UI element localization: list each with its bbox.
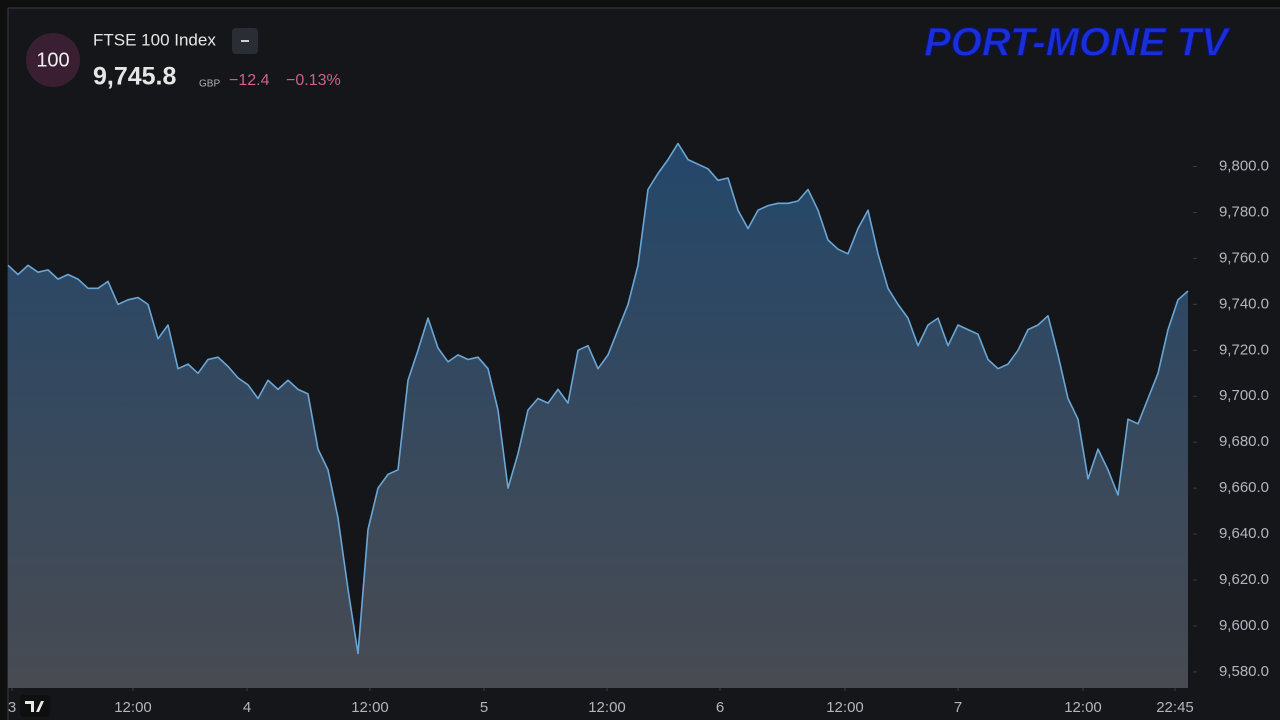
y-tick-label: 9,580.0 [1219,663,1269,680]
x-tick-label: 12:00 [114,699,152,716]
x-tick-label: 3 [8,699,16,716]
y-tick-label: 9,760.0 [1219,249,1269,266]
y-tick-label: 9,740.0 [1219,295,1269,312]
y-tick-label: 9,720.0 [1219,341,1269,358]
tradingview-mark [25,701,44,712]
y-tick-label: 9,620.0 [1219,571,1269,588]
x-tick-label: 22:45 [1156,699,1194,716]
x-tick-label: 6 [716,699,724,716]
symbol-badge [26,33,80,87]
plot: 9,580.0 9,600.0 9,620.0 9,640.0 9,660.0 9,680… [7,142,1269,716]
x-tick-label: 12:00 [588,699,626,716]
x-tick-label: 7 [954,699,962,716]
y-tick-label: 9,660.0 [1219,479,1269,496]
x-tick-label: 12:00 [826,699,864,716]
last-price: 9,745.8 [93,63,177,91]
price-change: −12.4 [229,72,270,89]
x-tick-label: 5 [480,699,488,716]
badge-text: 100 [36,49,69,71]
tradingview-logo [20,695,50,717]
watermark-logo: PORT-MONE TV [924,21,1231,65]
price-change-pct: −0.13% [286,72,341,89]
area-fill [8,143,1188,688]
currency: GBP [199,79,220,90]
y-tick-label: 9,640.0 [1219,525,1269,542]
symbol-name: FTSE 100 Index [93,30,216,49]
y-tick-label: 9,600.0 [1219,617,1269,634]
x-tick-label: 12:00 [1064,699,1102,716]
x-tick-label: 12:00 [351,699,389,716]
y-tick-label: 9,780.0 [1219,203,1269,220]
y-tick-label: 9,680.0 [1219,433,1269,450]
x-tick-label: 4 [243,699,251,716]
y-tick-label: 9,700.0 [1219,387,1269,404]
y-tick-label: 9,800.0 [1219,157,1269,174]
price-line [7,142,1189,655]
